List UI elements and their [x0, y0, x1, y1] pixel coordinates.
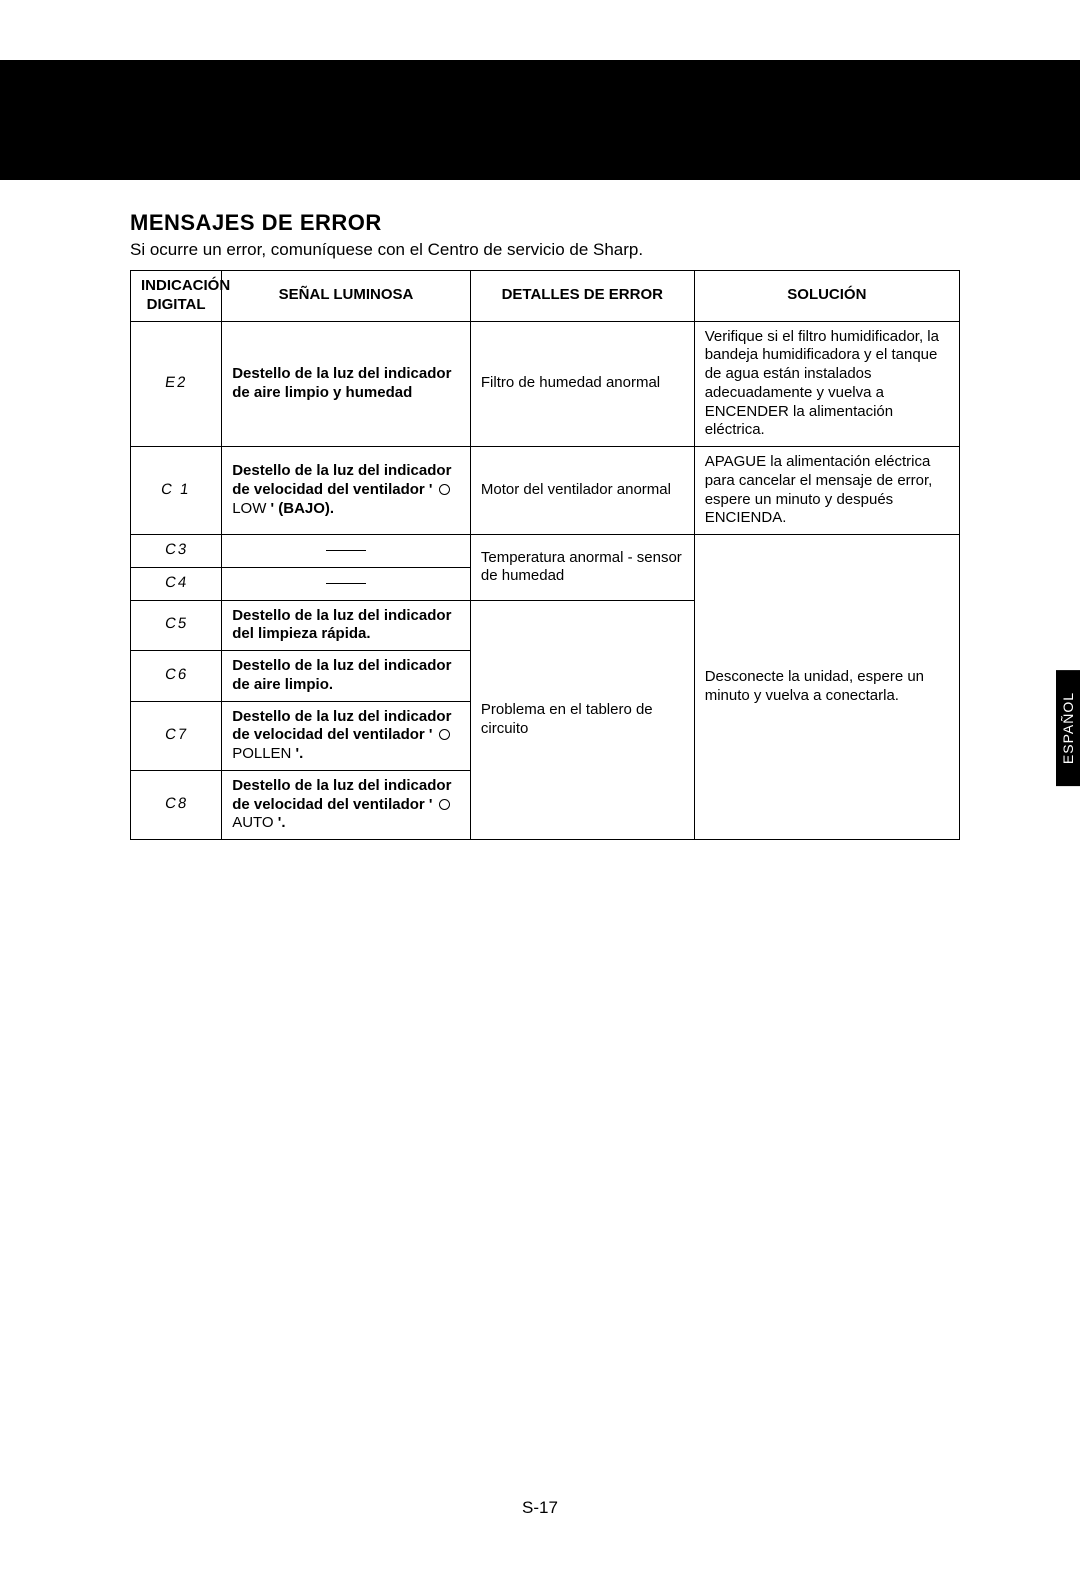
code-c8: C8	[131, 770, 222, 839]
dash-icon	[326, 550, 366, 551]
circle-icon	[439, 484, 450, 495]
circle-icon	[439, 729, 450, 740]
content-area: MENSAJES DE ERROR Si ocurre un error, co…	[0, 180, 1080, 840]
table-row: E2 Destello de la luz del indicador de a…	[131, 321, 960, 447]
table-row: C3 Temperatura anormal - sensor de humed…	[131, 535, 960, 568]
signal-c6: Destello de la luz del indicador de aire…	[222, 651, 471, 702]
table-row: C 1 Destello de la luz del indicador de …	[131, 447, 960, 535]
solution-e2: Verifique si el filtro humidificador, la…	[694, 321, 959, 447]
details-c3c4: Temperatura anormal - sensor de humedad	[470, 535, 694, 601]
code-c4: C4	[131, 567, 222, 600]
error-table: INDICACIÓN DIGITAL SEÑAL LUMINOSA DETALL…	[130, 270, 960, 840]
code-c6: C6	[131, 651, 222, 702]
code-c5: C5	[131, 600, 222, 651]
table-header-row: INDICACIÓN DIGITAL SEÑAL LUMINOSA DETALL…	[131, 271, 960, 322]
code-c3: C3	[131, 535, 222, 568]
page-number: S-17	[0, 1498, 1080, 1518]
signal-c4	[222, 567, 471, 600]
solution-c1: APAGUE la alimentación eléctrica para ca…	[694, 447, 959, 535]
signal-c5: Destello de la luz del indicador del lim…	[222, 600, 471, 651]
header-black-block	[0, 60, 1080, 180]
col-header-details: DETALLES DE ERROR	[470, 271, 694, 322]
code-c1: C 1	[131, 447, 222, 535]
code-e2: E2	[131, 321, 222, 447]
code-c7: C7	[131, 701, 222, 770]
signal-c3	[222, 535, 471, 568]
signal-c8: Destello de la luz del indicador de velo…	[222, 770, 471, 839]
details-e2: Filtro de humedad anormal	[470, 321, 694, 447]
col-header-signal: SEÑAL LUMINOSA	[222, 271, 471, 322]
dash-icon	[326, 583, 366, 584]
details-c1: Motor del ventilador anormal	[470, 447, 694, 535]
section-subtitle: Si ocurre un error, comuníquese con el C…	[130, 240, 960, 260]
circle-icon	[439, 799, 450, 810]
signal-e2: Destello de la luz del indicador de aire…	[222, 321, 471, 447]
solution-c3-c8: Desconecte la unidad, espere un minuto y…	[694, 535, 959, 840]
signal-c1: Destello de la luz del indicador de velo…	[222, 447, 471, 535]
details-c5-c8: Problema en el tablero de circuito	[470, 600, 694, 840]
signal-c7: Destello de la luz del indicador de velo…	[222, 701, 471, 770]
col-header-solution: SOLUCIÓN	[694, 271, 959, 322]
col-header-indicacion: INDICACIÓN DIGITAL	[131, 271, 222, 322]
language-tab: ESPAÑOL	[1056, 670, 1080, 786]
section-title: MENSAJES DE ERROR	[130, 210, 960, 236]
